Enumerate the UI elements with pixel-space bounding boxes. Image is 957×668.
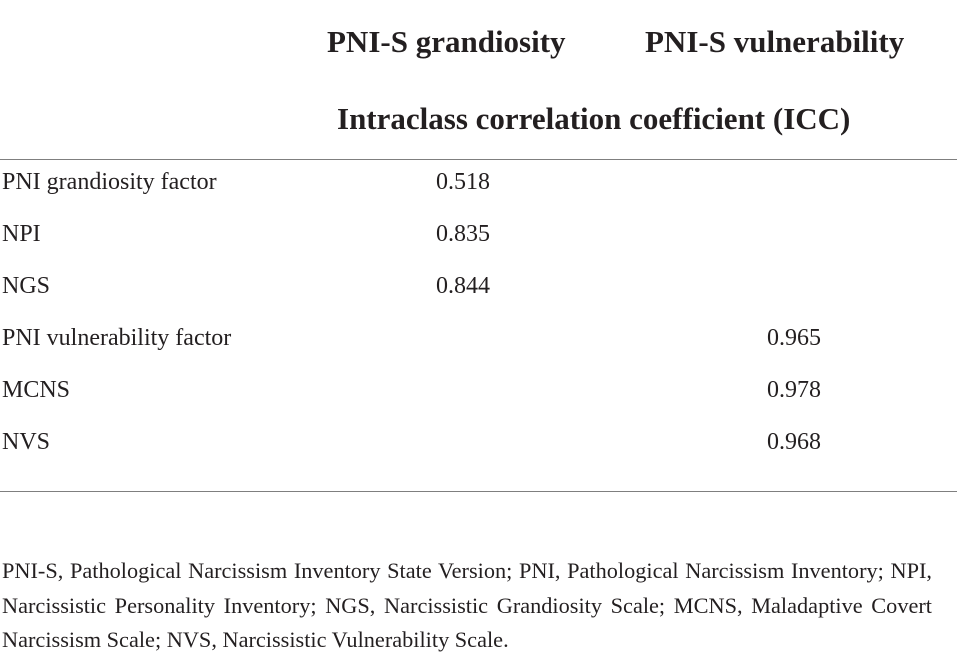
column-header-grandiosity: PNI-S grandiosity	[327, 24, 566, 59]
vulnerability-value: 0.968	[767, 429, 821, 455]
table-row: MCNS 0.978	[0, 367, 957, 419]
table-row: NGS 0.844	[0, 263, 957, 315]
table-row: PNI grandiosity factor 0.518	[0, 159, 957, 211]
grandiosity-value: 0.844	[436, 273, 490, 299]
table-footnote: PNI-S, Pathological Narcissism Inventory…	[2, 558, 932, 652]
row-label: NPI	[2, 221, 41, 247]
row-label: PNI grandiosity factor	[2, 169, 217, 195]
vulnerability-value: 0.978	[767, 377, 821, 403]
grandiosity-value: 0.518	[436, 169, 490, 195]
row-label: NGS	[2, 273, 51, 299]
row-label: NVS	[2, 429, 51, 455]
table-row: PNI vulnerability factor 0.965	[0, 315, 957, 367]
table-row: NPI 0.835	[0, 211, 957, 263]
table-subheader-icc: Intraclass correlation coefficient (ICC)	[337, 101, 851, 136]
table-body: PNI grandiosity factor 0.518 NPI 0.835 N…	[0, 159, 957, 471]
column-header-vulnerability: PNI-S vulnerability	[645, 24, 905, 59]
grandiosity-value: 0.835	[436, 221, 490, 247]
table-rule-bottom	[0, 491, 957, 492]
row-label: MCNS	[2, 377, 71, 403]
table-row: NVS 0.968	[0, 419, 957, 471]
row-label: PNI vulnerability factor	[2, 325, 232, 351]
table-rule-top	[0, 159, 957, 160]
vulnerability-value: 0.965	[767, 325, 821, 351]
